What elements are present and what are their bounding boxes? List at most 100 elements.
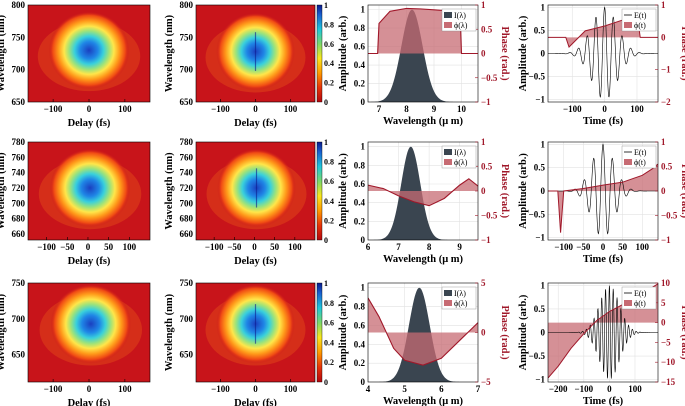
- x-tick-label: 0: [253, 104, 258, 114]
- legend-swatch-phase: [624, 159, 632, 165]
- intensity-area: [368, 146, 478, 240]
- y2-tick-label: −1: [481, 235, 491, 245]
- x-tick-label: 100: [118, 104, 132, 114]
- plot-frame: [547, 282, 659, 383]
- y-tick-label: −0.5: [529, 351, 546, 361]
- x-tick-label: −100: [211, 384, 230, 394]
- x-tick-label: −100: [205, 242, 224, 252]
- y-tick-label: −1: [535, 233, 545, 243]
- y-tick-label: 0.8: [354, 302, 366, 312]
- y-axis-label: Amplitude (arb.): [518, 15, 529, 91]
- y2-axis-label: Phase (rad.): [499, 26, 510, 81]
- colorbar: [316, 141, 323, 241]
- heatmap-pulse-blob: [49, 148, 131, 228]
- y-tick-label: 760: [180, 152, 194, 162]
- x-tick-label: 5: [402, 384, 407, 394]
- y-tick-label: 0.4: [354, 198, 366, 208]
- y-tick-label: −1: [535, 95, 545, 105]
- x-tick-label: 100: [630, 104, 644, 114]
- y-tick-label: 0.2: [354, 358, 366, 368]
- y-tick-label: 740: [180, 168, 194, 178]
- x-tick-label: 0: [601, 242, 606, 252]
- y-tick-label: 750: [12, 32, 26, 42]
- x-tick-label: 7: [396, 242, 401, 252]
- y-axis-label: Wavelength (nm): [164, 152, 175, 230]
- legend-label: E(t): [634, 148, 647, 157]
- y-tick-label: 740: [12, 168, 26, 178]
- y2-tick-label: 1: [661, 137, 666, 147]
- y-axis-label: Amplitude (arb.): [518, 153, 529, 229]
- y-tick-label: 780: [180, 137, 194, 147]
- y2-tick-label: 10: [661, 278, 671, 288]
- colorbar-tick-label: 0.2: [324, 216, 334, 225]
- phase-area: [368, 297, 478, 366]
- y2-tick-label: −15: [661, 377, 676, 387]
- legend-label: ϕ(λ): [454, 158, 468, 167]
- x-tick-label: 100: [636, 242, 650, 252]
- panel-r2-c2: 4 5 6 7 0 0.2 0.4 0.6 0.8 1 −5 0 5 Wavelength (μ m) Am…: [338, 278, 510, 406]
- y-tick-label: 0: [361, 97, 366, 107]
- legend-swatch-phase: [444, 300, 452, 306]
- x-axis-label: Wavelength (μ m): [383, 254, 464, 265]
- colorbar-tick-label: 0.4: [324, 59, 334, 68]
- y-tick-label: 0.6: [354, 179, 366, 189]
- y-tick-label: 720: [12, 183, 26, 193]
- x-tick-label: 50: [270, 242, 280, 252]
- y2-tick-label: −0.5: [661, 211, 678, 221]
- y-tick-label: 0.2: [354, 216, 366, 226]
- x-axis-label: Wavelength (μ m): [383, 116, 464, 127]
- x-tick-label: 9: [432, 104, 437, 114]
- x-tick-label: 7: [377, 104, 382, 114]
- y2-tick-label: 5: [661, 298, 666, 308]
- y-axis-label: Wavelength (nm): [0, 14, 7, 92]
- y-tick-label: 650: [12, 350, 26, 360]
- y-tick-label: 680: [12, 214, 26, 224]
- heatmap-pulse-blob: [50, 284, 132, 364]
- y2-tick-label: −1: [481, 97, 491, 107]
- y2-tick-label: 0: [481, 186, 486, 196]
- y2-tick-label: −2: [661, 97, 671, 107]
- legend-label: E(t): [634, 11, 647, 20]
- y-tick-label: 760: [12, 152, 26, 162]
- y-tick-label: 700: [180, 198, 194, 208]
- x-tick-label: −50: [227, 242, 242, 252]
- colorbar-tick-label: 0: [324, 236, 328, 245]
- panel-r2-c3: −200 −100 0 100 −1 −0.5 0 0.5 1 −15 −10 −5 0 5 10 Time …: [518, 278, 685, 406]
- y2-axis-label: Phase (rad.): [679, 26, 685, 81]
- colorbar: [316, 282, 323, 383]
- colorbar-tick-label: 1: [324, 138, 328, 147]
- y-tick-label: 1: [361, 283, 366, 293]
- y-tick-label: 700: [180, 65, 194, 75]
- y-axis-label: Amplitude (arb.): [338, 294, 349, 370]
- panel-r0-c0: −100 0 100 650 700 750 800 Delay (fs) Wavelength…: [0, 0, 151, 129]
- y-tick-label: 650: [12, 97, 26, 107]
- x-tick-label: 0: [607, 384, 612, 394]
- intensity-area: [368, 9, 478, 102]
- x-tick-label: 10: [457, 104, 467, 114]
- y-tick-label: 0.4: [354, 60, 366, 70]
- y2-tick-label: −5: [481, 377, 491, 387]
- y-tick-label: 780: [12, 137, 26, 147]
- colorbar-tick-label: 1: [324, 279, 328, 288]
- phase-area: [548, 164, 658, 233]
- legend-label: I(λ): [454, 148, 466, 157]
- colorbar-tick-label: 0.6: [324, 319, 334, 328]
- x-tick-label: 100: [628, 384, 642, 394]
- x-axis-label: Time (fs): [583, 116, 624, 127]
- legend-label: ϕ(t): [634, 299, 646, 308]
- panel-r1-c0: −100 −50 0 50 100 660 680 700 720 740 760 780 Delay …: [0, 137, 151, 267]
- x-tick-label: −100: [211, 104, 230, 114]
- phase-line: [548, 163, 658, 233]
- panel-r0-c3: −100 0 100 −1 −0.5 0 0.5 1 −2 −1 0 1 Time (fs) Amplit…: [518, 0, 685, 127]
- y-tick-label: 0.2: [354, 79, 366, 89]
- colorbar-tick-label: 0.8: [324, 158, 334, 167]
- y-tick-label: 0: [541, 186, 546, 196]
- panel-r2-c1: −100 0 100 650 700 750 Delay (fs) Wavelength (n…: [164, 278, 334, 406]
- x-tick-label: 100: [123, 242, 137, 252]
- y-tick-label: 700: [12, 65, 26, 75]
- plot-frame: [27, 141, 151, 241]
- y-tick-label: 0: [541, 328, 546, 338]
- y-tick-label: 0.5: [534, 25, 546, 35]
- panel-r1-c3: −100 −50 0 50 100 −1 −0.5 0 0.5 1 −1 −0.5 0 0.5 1 Time …: [518, 137, 685, 265]
